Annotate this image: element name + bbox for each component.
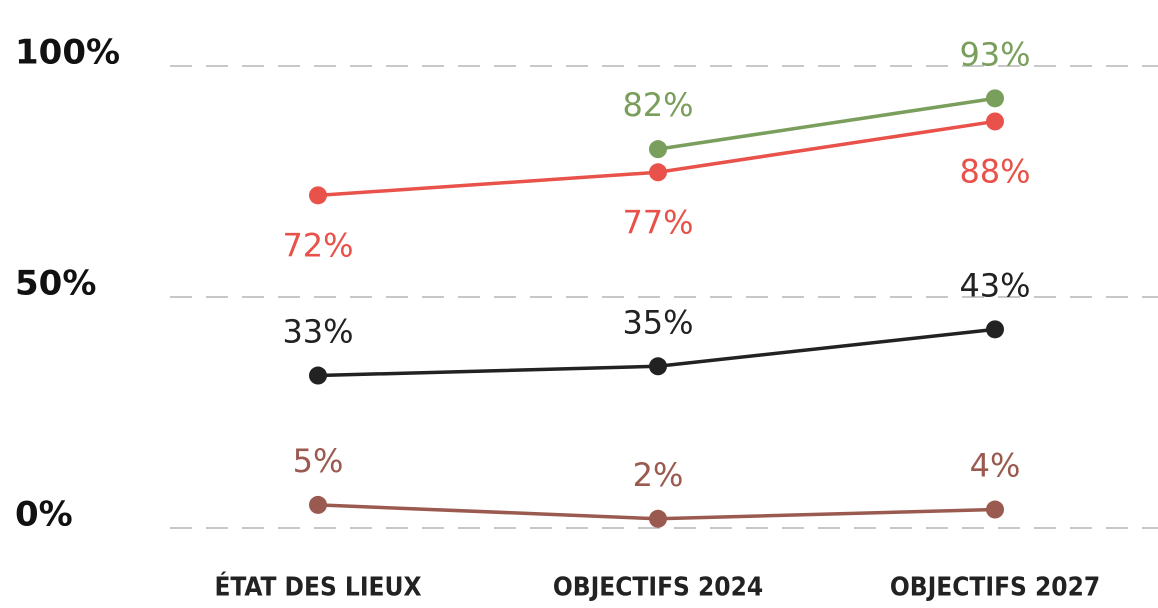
line bbox=[317, 119, 996, 198]
point bbox=[649, 140, 667, 159]
point bbox=[986, 89, 1004, 108]
point bbox=[309, 495, 327, 514]
x-tick-label: OBJECTIFS 2027 bbox=[890, 573, 1100, 603]
data-label: 2% bbox=[633, 456, 684, 494]
data-label: 35% bbox=[622, 303, 693, 341]
data-label: 5% bbox=[293, 442, 344, 480]
point bbox=[649, 509, 667, 528]
point bbox=[309, 186, 327, 205]
x-tick-label: OBJECTIFS 2024 bbox=[553, 573, 763, 603]
data-label: 43% bbox=[959, 266, 1030, 304]
y-tick-label: 100% bbox=[15, 33, 120, 73]
data-label: 33% bbox=[282, 313, 353, 351]
data-label: 4% bbox=[970, 447, 1021, 485]
data-label: 88% bbox=[959, 152, 1030, 190]
point bbox=[986, 500, 1004, 519]
data-label: 82% bbox=[622, 86, 693, 124]
y-tick-label: 0% bbox=[15, 495, 73, 535]
line bbox=[657, 96, 996, 151]
data-label: 72% bbox=[282, 226, 353, 264]
data-label: 77% bbox=[622, 203, 693, 241]
point bbox=[649, 163, 667, 182]
point bbox=[986, 112, 1004, 131]
x-tick-label: ÉTAT DES LIEUX bbox=[214, 571, 421, 603]
point bbox=[986, 320, 1004, 339]
data-label: 93% bbox=[959, 35, 1030, 73]
y-tick-label: 50% bbox=[15, 264, 96, 304]
point bbox=[649, 357, 667, 376]
point bbox=[309, 366, 327, 385]
